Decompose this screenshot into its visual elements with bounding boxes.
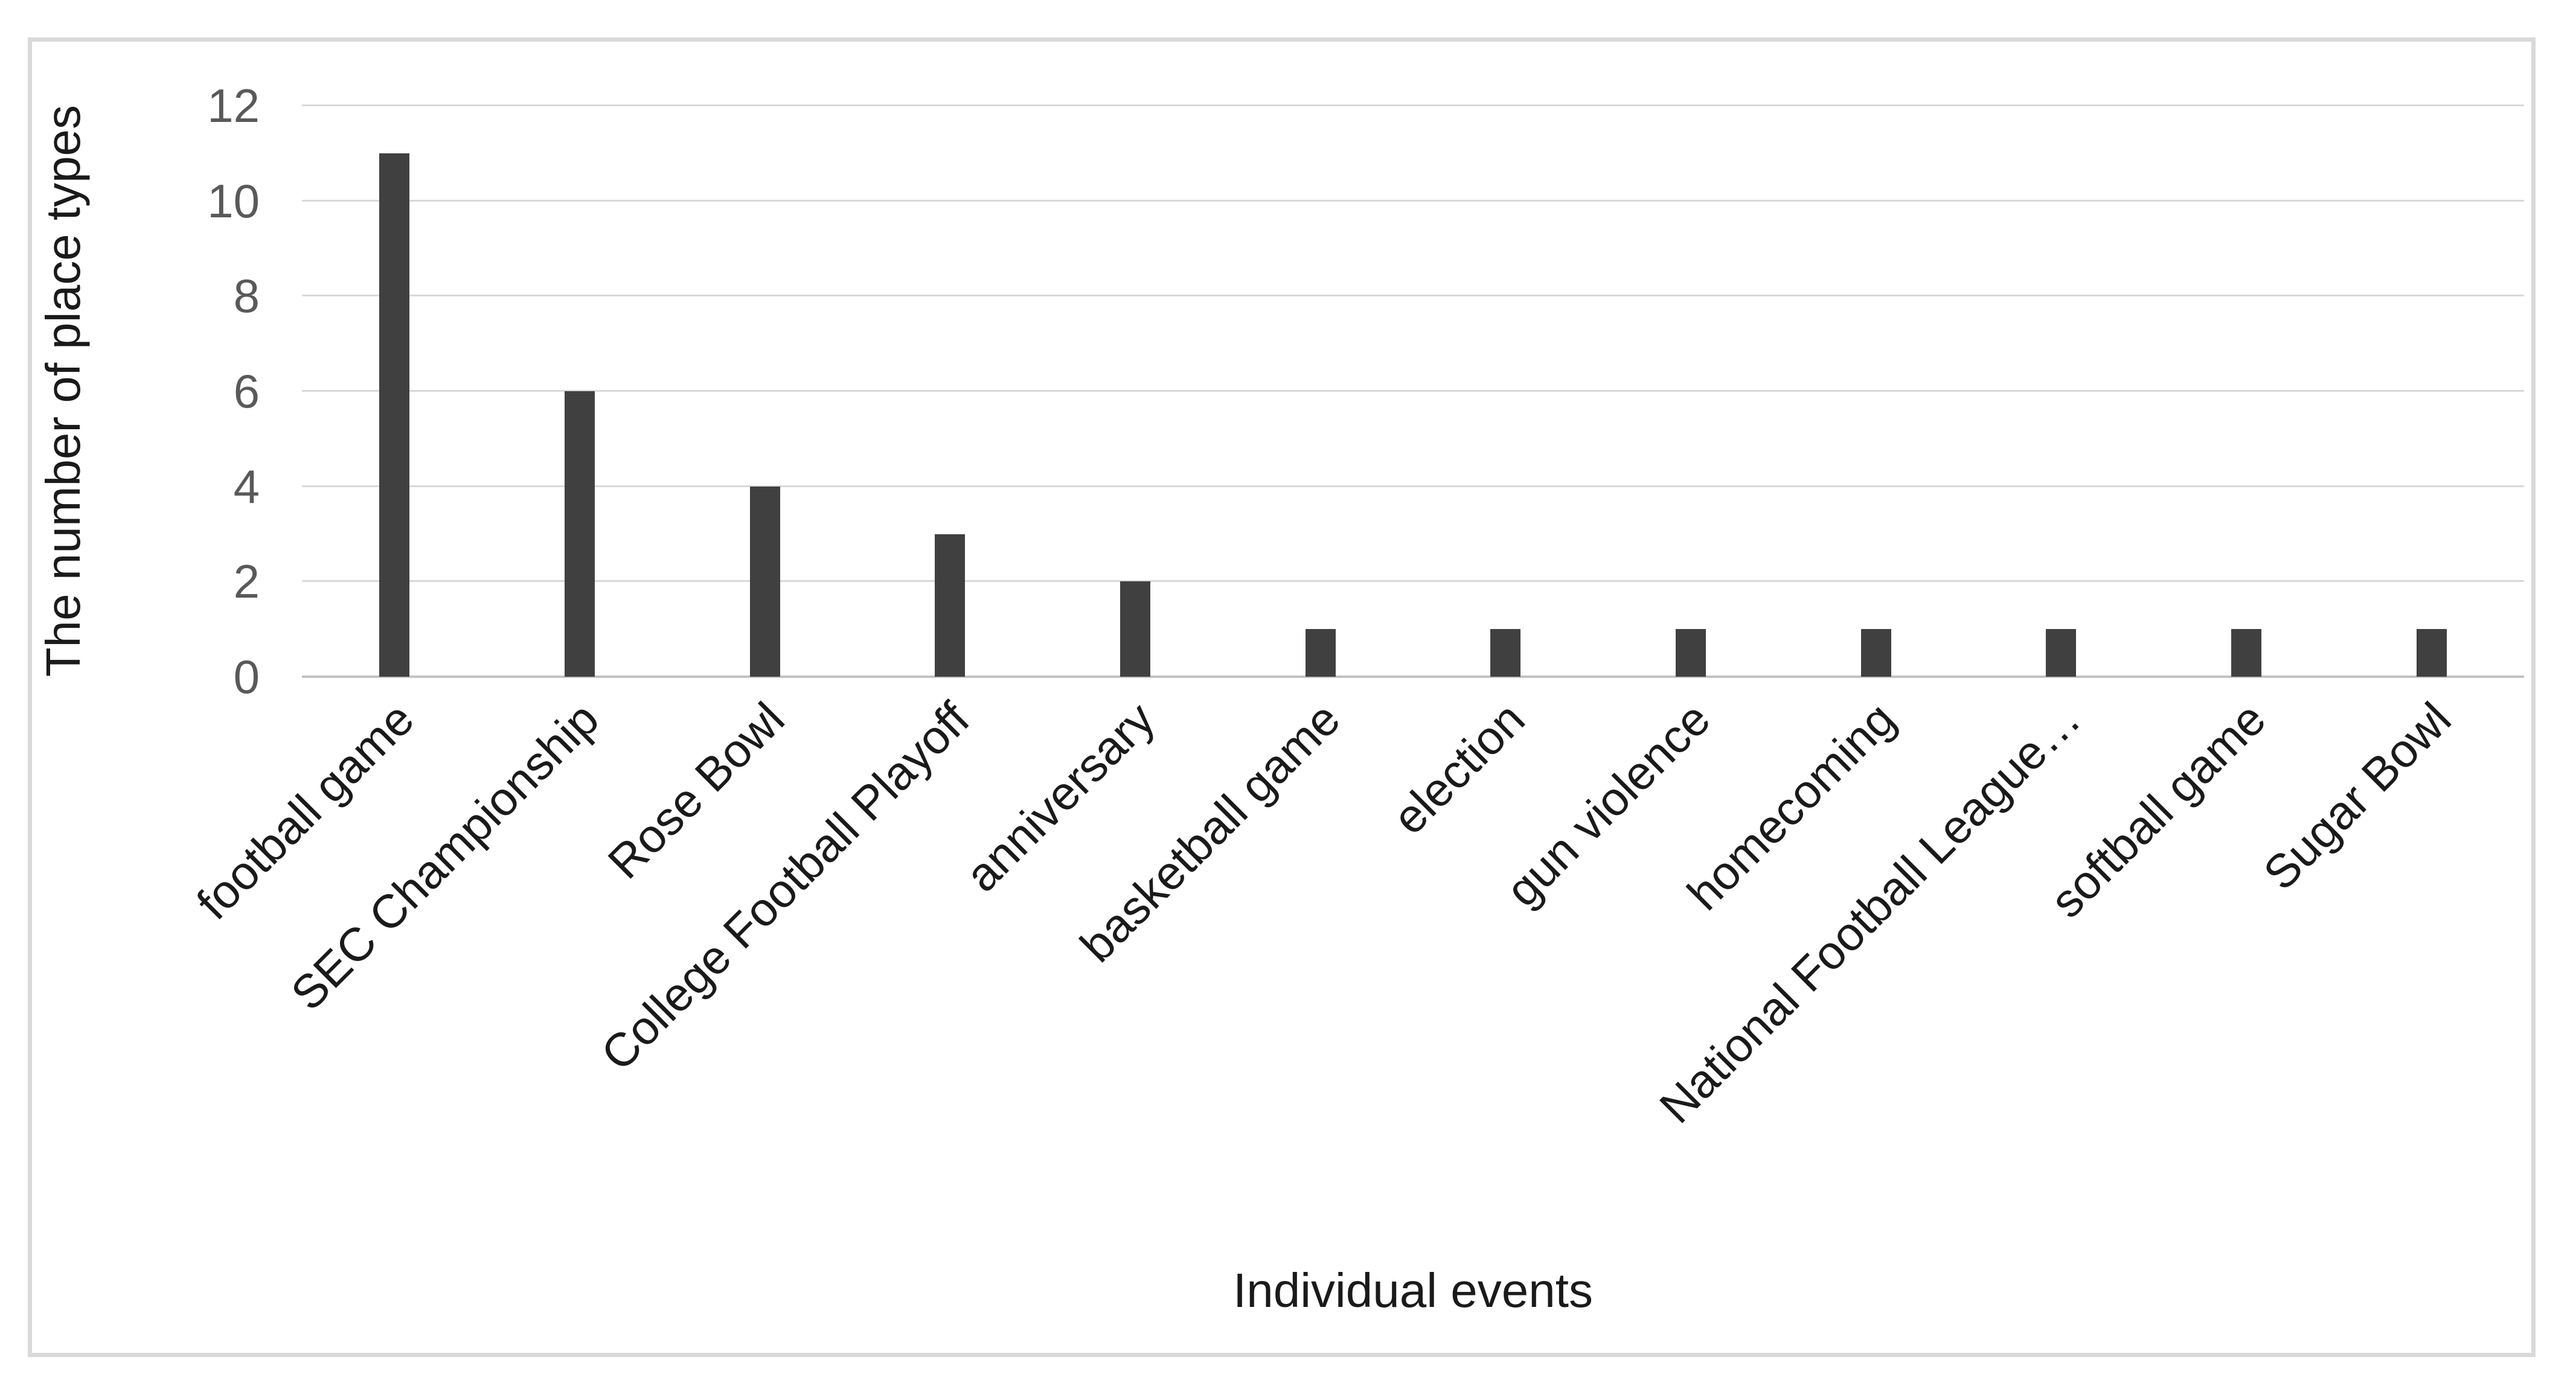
gridline <box>302 485 2524 487</box>
bar <box>1676 629 1706 677</box>
bar <box>1490 629 1521 677</box>
x-category-label-text: Sugar Bowl <box>2253 692 2461 900</box>
bar <box>565 391 595 677</box>
x-axis-title: Individual events <box>302 1266 2524 1315</box>
chart-frame <box>28 37 2536 1357</box>
x-axis-title-text: Individual events <box>1233 1263 1593 1317</box>
gridline <box>302 295 2524 297</box>
y-tick-label: 6 <box>233 365 260 418</box>
gridline <box>302 580 2524 583</box>
y-tick-label: 0 <box>233 650 260 703</box>
x-axis-line <box>302 676 2524 678</box>
bar <box>2046 629 2077 677</box>
x-category-label-text: election <box>1382 692 1536 845</box>
y-tick-label: 8 <box>233 269 260 323</box>
gridline <box>302 390 2524 392</box>
bar <box>379 153 410 677</box>
bar <box>2416 629 2447 677</box>
plot-area <box>302 104 2524 678</box>
x-category-label-text: Rose Bowl <box>597 692 795 889</box>
bar <box>2231 629 2261 677</box>
bar <box>1305 629 1336 677</box>
gridline <box>302 104 2524 106</box>
x-axis-labels: football game SEC Championship Rose Bowl Co… <box>187 692 2524 1238</box>
gridline <box>302 199 2524 202</box>
y-tick-label: 4 <box>233 459 260 513</box>
x-category-label-text: College Football Playoff <box>591 692 980 1081</box>
bar <box>935 534 966 677</box>
bar <box>749 486 780 677</box>
bar <box>1120 581 1150 677</box>
y-axis-ticks: 0 2 4 6 8 10 12 <box>0 82 275 700</box>
x-category-label-text: anniversary <box>955 692 1165 902</box>
y-tick-label: 2 <box>233 555 260 608</box>
y-tick-label: 12 <box>207 79 260 132</box>
y-tick-label: 10 <box>207 174 260 228</box>
bar <box>1860 629 1891 677</box>
x-category-label-text: SEC Championship <box>281 692 609 1020</box>
